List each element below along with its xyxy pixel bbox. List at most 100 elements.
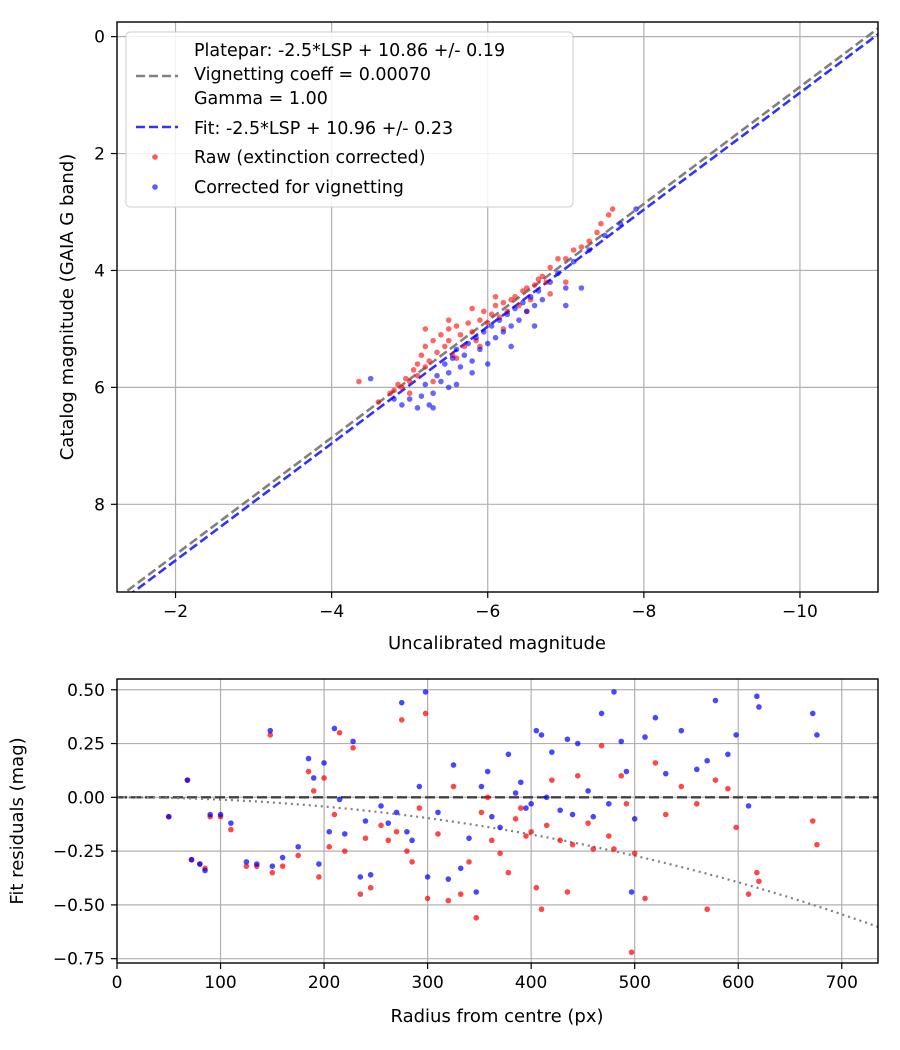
vignetting-curve <box>117 796 878 928</box>
raw-point <box>642 895 648 902</box>
corrected-point <box>453 346 460 353</box>
corrected-point <box>385 820 392 826</box>
raw-point <box>321 775 327 781</box>
corrected-point <box>633 206 639 212</box>
corrected-point <box>523 805 529 811</box>
x-tick-label: −6 <box>475 602 500 622</box>
y-tick-label: 4 <box>94 261 105 281</box>
raw-point <box>516 302 522 309</box>
corrected-point <box>500 329 507 335</box>
corrected-point <box>477 346 483 353</box>
raw-point <box>814 841 820 848</box>
bottom-plot-frame <box>116 678 879 964</box>
raw-point <box>488 311 495 318</box>
raw-point <box>310 788 317 794</box>
corrected-point <box>557 807 563 814</box>
x-tick-label: 100 <box>204 973 236 993</box>
raw-point <box>367 884 374 891</box>
corrected-point <box>564 736 571 743</box>
corrected-point <box>416 783 423 790</box>
legend-text-platepar: Platepar: -2.5*LSP + 10.86 +/- 0.19 <box>194 41 505 61</box>
raw-point <box>547 291 553 297</box>
raw-point <box>712 777 719 783</box>
raw-point <box>586 238 593 245</box>
top-plot-frame <box>116 21 879 593</box>
raw-point <box>442 343 448 350</box>
raw-point <box>478 809 485 816</box>
raw-point <box>434 349 440 356</box>
raw-point <box>520 288 526 294</box>
corrected-point <box>445 369 452 376</box>
corrected-point <box>426 402 433 408</box>
corrected-point <box>469 369 475 376</box>
corrected-point <box>754 693 760 700</box>
raw-point <box>445 897 452 904</box>
corrected-point <box>617 220 624 227</box>
raw-point <box>356 378 362 385</box>
raw-point <box>484 794 491 801</box>
corrected-point <box>562 285 569 291</box>
corrected-point <box>496 317 503 323</box>
corrected-point <box>422 689 429 695</box>
raw-point <box>453 323 460 329</box>
corrected-point <box>531 323 538 329</box>
corrected-point <box>202 867 208 874</box>
legend-text-vignetting: Vignetting coeff = 0.00070 <box>194 65 431 85</box>
raw-point <box>457 891 464 897</box>
raw-point <box>605 212 612 218</box>
corrected-point <box>442 361 448 367</box>
y-tick-label: −0.25 <box>53 842 105 862</box>
raw-point <box>539 273 546 280</box>
corrected-point <box>269 863 276 869</box>
raw-point <box>523 285 530 291</box>
y-tick-label: 8 <box>94 495 105 515</box>
corrected-point <box>478 783 485 790</box>
raw-point <box>422 364 429 370</box>
corrected-point <box>326 828 333 835</box>
raw-point <box>809 818 816 824</box>
corrected-point <box>473 334 479 341</box>
raw-point <box>492 302 499 309</box>
raw-point <box>445 326 452 332</box>
raw-point <box>543 822 550 829</box>
raw-point <box>538 906 545 913</box>
corrected-point <box>461 352 468 359</box>
raw-point <box>426 358 433 364</box>
legend-text-raw: Raw (extinction corrected) <box>194 148 426 168</box>
corrected-point <box>165 813 172 820</box>
raw-point <box>457 331 464 338</box>
raw-point <box>497 850 503 857</box>
corrected-point <box>590 813 597 820</box>
corrected-point <box>618 738 625 745</box>
x-tick-label: −2 <box>163 602 188 622</box>
raw-point <box>378 822 384 829</box>
corrected-point <box>331 725 338 732</box>
raw-point <box>375 399 382 405</box>
raw-point <box>414 372 421 379</box>
raw-point <box>611 846 617 852</box>
x-tick-label: −10 <box>782 602 818 622</box>
raw-point <box>570 247 577 253</box>
corrected-point <box>484 768 491 775</box>
raw-point <box>279 863 286 869</box>
raw-point <box>445 317 452 323</box>
corrected-point <box>492 334 499 341</box>
raw-point <box>243 863 250 869</box>
x-tick-label: 700 <box>826 973 858 993</box>
raw-point <box>410 367 417 373</box>
bottom-scatter-points <box>165 689 820 956</box>
raw-point <box>466 859 472 865</box>
raw-point <box>402 375 409 382</box>
raw-point <box>598 742 605 749</box>
corrected-point <box>631 816 638 822</box>
y-tick-label: 0.25 <box>67 735 105 755</box>
raw-point <box>473 915 480 921</box>
raw-point <box>450 783 457 790</box>
raw-point <box>422 710 429 717</box>
raw-point <box>422 343 429 350</box>
corrected-point <box>733 732 739 738</box>
raw-point <box>430 378 436 385</box>
raw-point <box>445 337 452 344</box>
corrected-point <box>228 820 234 826</box>
raw-point <box>341 848 348 854</box>
